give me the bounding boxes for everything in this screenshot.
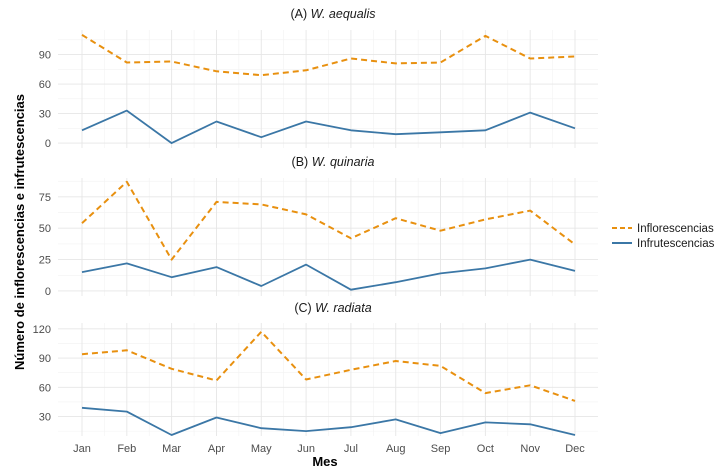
legend-label: Inflorescencias — [637, 223, 714, 235]
y-tick-label: 30 — [39, 412, 51, 424]
y-axis-title: Número de inflorescencias e infrutescenc… — [12, 94, 27, 370]
y-tick-label: 0 — [45, 138, 51, 150]
y-tick-label: 50 — [39, 223, 51, 235]
x-tick-label: Jun — [297, 443, 315, 455]
x-tick-label: Dec — [565, 443, 585, 455]
panel-title: (C) W. radiata — [294, 301, 371, 315]
panel-c: 30 60 90 120 (C) W. radiata — [33, 301, 598, 436]
series-line-inflorescencias — [81, 330, 576, 402]
series-line-infrutescencias — [81, 109, 576, 145]
legend-label: Infrutescencias — [637, 238, 715, 250]
x-tick-label: Mar — [162, 443, 181, 455]
series-line-inflorescencias — [81, 180, 576, 261]
panel-b: 0 25 50 75 (B) W. quinaria — [39, 155, 598, 298]
legend: Inflorescencias Infrutescencias — [612, 223, 715, 250]
x-tick-label: Nov — [520, 443, 540, 455]
series-line-infrutescencias — [81, 406, 576, 436]
x-tick-label: Oct — [477, 443, 494, 455]
y-tick-label: 30 — [39, 109, 51, 121]
series-line-inflorescencias — [81, 34, 576, 77]
y-tick-label: 60 — [39, 79, 51, 91]
y-tick-label: 25 — [39, 255, 51, 267]
y-tick-label: 90 — [39, 353, 51, 365]
y-tick-label: 60 — [39, 382, 51, 394]
panel-title: (B) W. quinaria — [292, 155, 375, 169]
panel-a: 0 30 60 90 (A) W. aequalis — [39, 7, 598, 150]
y-tick-label: 90 — [39, 50, 51, 62]
x-tick-label: Apr — [208, 443, 225, 455]
series-line-infrutescencias — [81, 258, 576, 291]
y-tick-label: 120 — [33, 324, 51, 336]
x-tick-label: Feb — [117, 443, 136, 455]
x-axis-title: Mes — [312, 454, 337, 469]
x-tick-label: Sep — [431, 443, 451, 455]
y-tick-label: 0 — [45, 286, 51, 298]
x-tick-label: May — [251, 443, 272, 455]
x-tick-label: Aug — [386, 443, 406, 455]
x-tick-label: Jul — [344, 443, 358, 455]
x-tick-label: Jan — [73, 443, 91, 455]
panel-title: (A) W. aequalis — [291, 7, 376, 21]
y-tick-label: 75 — [39, 192, 51, 204]
